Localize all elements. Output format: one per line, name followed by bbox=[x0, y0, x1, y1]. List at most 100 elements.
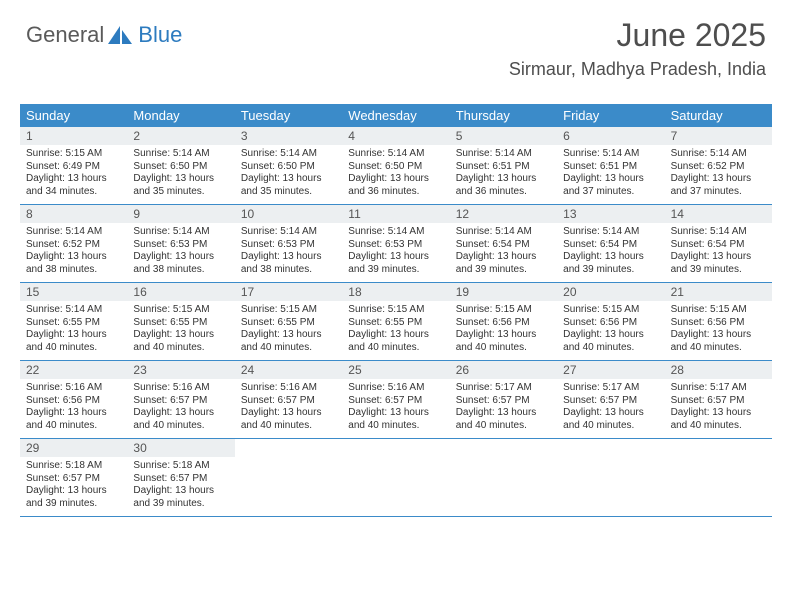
day-day1: Daylight: 13 hours bbox=[348, 251, 443, 264]
calendar-week: 8Sunrise: 5:14 AMSunset: 6:52 PMDaylight… bbox=[20, 205, 772, 283]
day-day2: and 40 minutes. bbox=[26, 342, 121, 355]
day-sunset: Sunset: 6:55 PM bbox=[241, 317, 336, 330]
day-day1: Daylight: 13 hours bbox=[133, 251, 228, 264]
day-sunrise: Sunrise: 5:15 AM bbox=[456, 304, 551, 317]
day-number: 18 bbox=[342, 283, 449, 301]
day-day1: Daylight: 13 hours bbox=[241, 251, 336, 264]
day-day1: Daylight: 13 hours bbox=[241, 407, 336, 420]
calendar: Sunday Monday Tuesday Wednesday Thursday… bbox=[20, 104, 772, 517]
day-sunrise: Sunrise: 5:14 AM bbox=[348, 148, 443, 161]
day-sunrise: Sunrise: 5:17 AM bbox=[671, 382, 766, 395]
calendar-day bbox=[665, 439, 772, 516]
day-number: 4 bbox=[342, 127, 449, 145]
day-day2: and 40 minutes. bbox=[456, 420, 551, 433]
day-sunset: Sunset: 6:57 PM bbox=[241, 395, 336, 408]
day-day1: Daylight: 13 hours bbox=[26, 407, 121, 420]
calendar-week: 22Sunrise: 5:16 AMSunset: 6:56 PMDayligh… bbox=[20, 361, 772, 439]
day-sunrise: Sunrise: 5:16 AM bbox=[133, 382, 228, 395]
day-body: Sunrise: 5:15 AMSunset: 6:55 PMDaylight:… bbox=[342, 301, 449, 360]
day-sunrise: Sunrise: 5:14 AM bbox=[26, 226, 121, 239]
day-body: Sunrise: 5:15 AMSunset: 6:56 PMDaylight:… bbox=[665, 301, 772, 360]
day-day2: and 38 minutes. bbox=[133, 264, 228, 277]
day-body: Sunrise: 5:14 AMSunset: 6:53 PMDaylight:… bbox=[127, 223, 234, 282]
day-day1: Daylight: 13 hours bbox=[133, 485, 228, 498]
day-day1: Daylight: 13 hours bbox=[241, 329, 336, 342]
day-day2: and 40 minutes. bbox=[241, 342, 336, 355]
calendar-day bbox=[450, 439, 557, 516]
day-day2: and 40 minutes. bbox=[563, 420, 658, 433]
day-number: 7 bbox=[665, 127, 772, 145]
calendar-day: 11Sunrise: 5:14 AMSunset: 6:53 PMDayligh… bbox=[342, 205, 449, 282]
day-sunset: Sunset: 6:49 PM bbox=[26, 161, 121, 174]
day-day2: and 39 minutes. bbox=[456, 264, 551, 277]
calendar-day: 12Sunrise: 5:14 AMSunset: 6:54 PMDayligh… bbox=[450, 205, 557, 282]
day-sunrise: Sunrise: 5:14 AM bbox=[456, 226, 551, 239]
calendar-day: 22Sunrise: 5:16 AMSunset: 6:56 PMDayligh… bbox=[20, 361, 127, 438]
day-sunset: Sunset: 6:55 PM bbox=[348, 317, 443, 330]
day-number: 26 bbox=[450, 361, 557, 379]
day-day2: and 35 minutes. bbox=[133, 186, 228, 199]
day-number: 2 bbox=[127, 127, 234, 145]
day-sunrise: Sunrise: 5:15 AM bbox=[241, 304, 336, 317]
day-day2: and 39 minutes. bbox=[563, 264, 658, 277]
day-sunrise: Sunrise: 5:14 AM bbox=[563, 148, 658, 161]
day-sunset: Sunset: 6:55 PM bbox=[133, 317, 228, 330]
day-day1: Daylight: 13 hours bbox=[348, 329, 443, 342]
day-sunset: Sunset: 6:55 PM bbox=[26, 317, 121, 330]
day-day1: Daylight: 13 hours bbox=[26, 251, 121, 264]
day-number: 6 bbox=[557, 127, 664, 145]
day-sunrise: Sunrise: 5:14 AM bbox=[348, 226, 443, 239]
dayhead-saturday: Saturday bbox=[665, 104, 772, 127]
dayhead-tuesday: Tuesday bbox=[235, 104, 342, 127]
day-day2: and 40 minutes. bbox=[671, 420, 766, 433]
day-body: Sunrise: 5:16 AMSunset: 6:56 PMDaylight:… bbox=[20, 379, 127, 438]
dayhead-monday: Monday bbox=[127, 104, 234, 127]
day-number: 28 bbox=[665, 361, 772, 379]
day-body: Sunrise: 5:14 AMSunset: 6:53 PMDaylight:… bbox=[342, 223, 449, 282]
day-day2: and 36 minutes. bbox=[456, 186, 551, 199]
calendar-week: 15Sunrise: 5:14 AMSunset: 6:55 PMDayligh… bbox=[20, 283, 772, 361]
calendar-day: 7Sunrise: 5:14 AMSunset: 6:52 PMDaylight… bbox=[665, 127, 772, 204]
day-body: Sunrise: 5:15 AMSunset: 6:56 PMDaylight:… bbox=[450, 301, 557, 360]
day-sunrise: Sunrise: 5:15 AM bbox=[133, 304, 228, 317]
day-day2: and 39 minutes. bbox=[26, 498, 121, 511]
day-sunrise: Sunrise: 5:14 AM bbox=[133, 226, 228, 239]
day-sunrise: Sunrise: 5:15 AM bbox=[563, 304, 658, 317]
day-sunset: Sunset: 6:54 PM bbox=[563, 239, 658, 252]
day-day1: Daylight: 13 hours bbox=[671, 173, 766, 186]
day-number: 11 bbox=[342, 205, 449, 223]
day-body: Sunrise: 5:14 AMSunset: 6:55 PMDaylight:… bbox=[20, 301, 127, 360]
day-sunset: Sunset: 6:54 PM bbox=[456, 239, 551, 252]
calendar-day: 13Sunrise: 5:14 AMSunset: 6:54 PMDayligh… bbox=[557, 205, 664, 282]
day-day2: and 40 minutes. bbox=[563, 342, 658, 355]
day-body: Sunrise: 5:14 AMSunset: 6:53 PMDaylight:… bbox=[235, 223, 342, 282]
day-sunset: Sunset: 6:57 PM bbox=[26, 473, 121, 486]
calendar-day: 3Sunrise: 5:14 AMSunset: 6:50 PMDaylight… bbox=[235, 127, 342, 204]
calendar-day: 21Sunrise: 5:15 AMSunset: 6:56 PMDayligh… bbox=[665, 283, 772, 360]
calendar-day: 30Sunrise: 5:18 AMSunset: 6:57 PMDayligh… bbox=[127, 439, 234, 516]
day-day1: Daylight: 13 hours bbox=[456, 173, 551, 186]
day-body: Sunrise: 5:15 AMSunset: 6:49 PMDaylight:… bbox=[20, 145, 127, 204]
day-sunset: Sunset: 6:53 PM bbox=[348, 239, 443, 252]
day-sunset: Sunset: 6:57 PM bbox=[456, 395, 551, 408]
day-day2: and 39 minutes. bbox=[671, 264, 766, 277]
calendar-day: 17Sunrise: 5:15 AMSunset: 6:55 PMDayligh… bbox=[235, 283, 342, 360]
calendar-day: 1Sunrise: 5:15 AMSunset: 6:49 PMDaylight… bbox=[20, 127, 127, 204]
day-sunrise: Sunrise: 5:16 AM bbox=[241, 382, 336, 395]
day-number: 22 bbox=[20, 361, 127, 379]
day-day2: and 39 minutes. bbox=[348, 264, 443, 277]
day-number: 5 bbox=[450, 127, 557, 145]
calendar-day: 29Sunrise: 5:18 AMSunset: 6:57 PMDayligh… bbox=[20, 439, 127, 516]
day-sunset: Sunset: 6:51 PM bbox=[563, 161, 658, 174]
day-sunrise: Sunrise: 5:18 AM bbox=[26, 460, 121, 473]
calendar-day: 14Sunrise: 5:14 AMSunset: 6:54 PMDayligh… bbox=[665, 205, 772, 282]
day-body: Sunrise: 5:17 AMSunset: 6:57 PMDaylight:… bbox=[450, 379, 557, 438]
calendar-day: 9Sunrise: 5:14 AMSunset: 6:53 PMDaylight… bbox=[127, 205, 234, 282]
calendar-day: 15Sunrise: 5:14 AMSunset: 6:55 PMDayligh… bbox=[20, 283, 127, 360]
day-day1: Daylight: 13 hours bbox=[563, 173, 658, 186]
day-body: Sunrise: 5:14 AMSunset: 6:52 PMDaylight:… bbox=[665, 145, 772, 204]
day-day2: and 37 minutes. bbox=[671, 186, 766, 199]
day-sunrise: Sunrise: 5:14 AM bbox=[671, 226, 766, 239]
day-day2: and 35 minutes. bbox=[241, 186, 336, 199]
day-sunset: Sunset: 6:56 PM bbox=[26, 395, 121, 408]
